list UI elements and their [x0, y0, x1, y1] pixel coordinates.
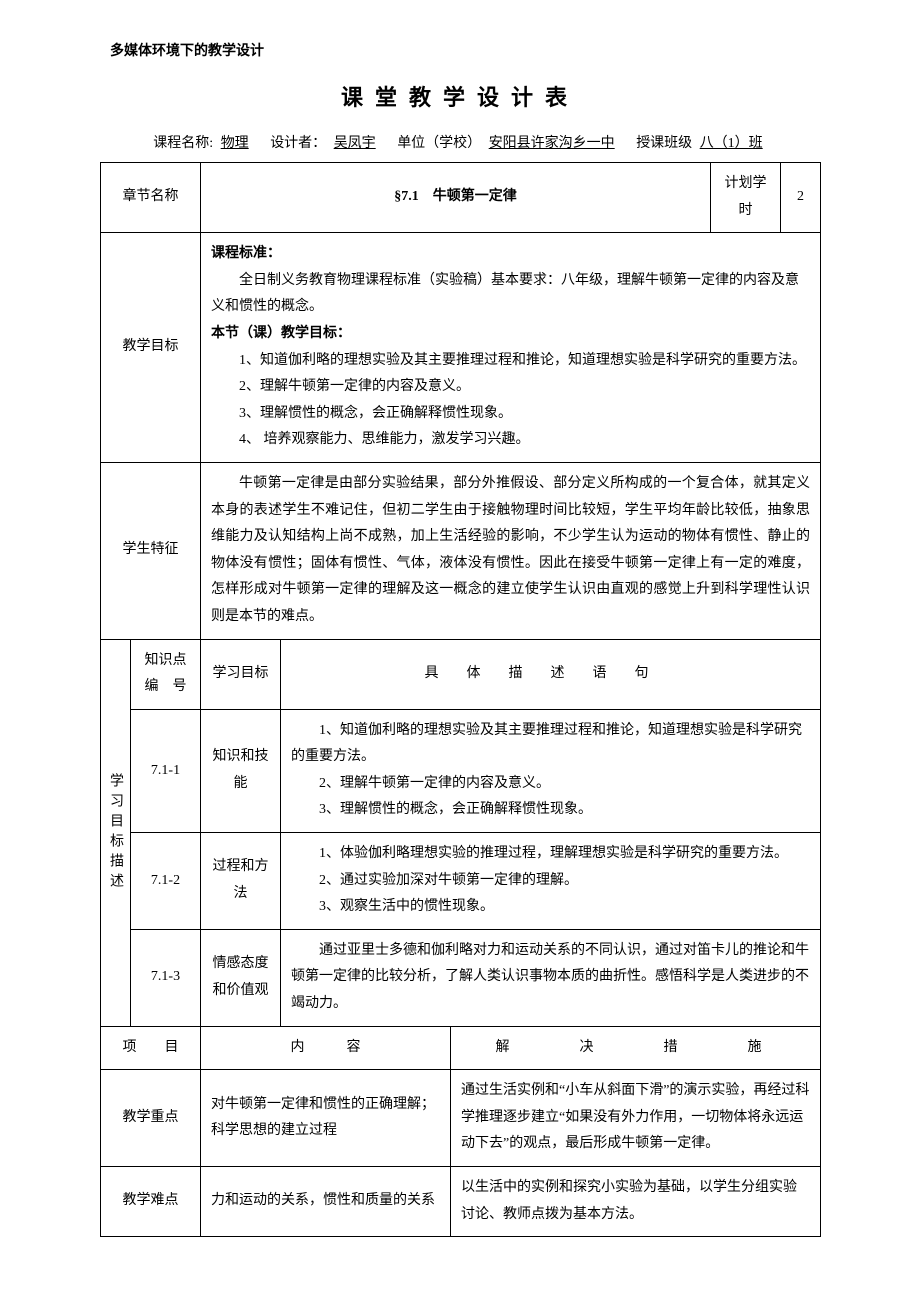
sec-goals-label: 本节（课）教学目标：	[211, 326, 351, 341]
page-title: 课堂教学设计表	[100, 80, 820, 112]
std-text: 全日制义务教育物理课程标准（实验稿）基本要求：八年级，理解牛顿第一定律的内容及意…	[211, 268, 810, 321]
chapter-title: §7.1 牛顿第一定律	[201, 163, 711, 233]
course-label: 课程名称:	[153, 136, 213, 151]
goal-item-1: 1、知道伽利略的理想实验及其主要推理过程和推论，知道理想实验是科学研究的重要方法…	[211, 348, 810, 375]
hours-value: 2	[781, 163, 821, 233]
key-measure: 通过生活实例和“小车从斜面下滑”的演示实验，再经过科学推理逐步建立“如果没有外力…	[451, 1070, 821, 1167]
obj3-desc: 通过亚里士多德和伽利略对力和运动关系的不同认识，通过对笛卡儿的推论和牛顿第一定律…	[281, 929, 821, 1026]
obj3-id: 7.1-3	[131, 929, 201, 1026]
obj3-line1: 通过亚里士多德和伽利略对力和运动关系的不同认识，通过对笛卡儿的推论和牛顿第一定律…	[291, 938, 810, 1018]
course-name: 物理	[217, 136, 253, 151]
design-table: 章节名称 §7.1 牛顿第一定律 计划学时 2 教学目标 课程标准： 全日制义务…	[100, 162, 821, 1237]
class-name: 八（1）班	[696, 136, 767, 151]
row-obj-3: 7.1-3 情感态度和价值观 通过亚里士多德和伽利略对力和运动关系的不同认识，通…	[101, 929, 821, 1026]
students-text: 牛顿第一定律是由部分实验结果，部分外推假设、部分定义所构成的一个复合体，就其定义…	[201, 462, 821, 639]
goals-body: 课程标准： 全日制义务教育物理课程标准（实验稿）基本要求：八年级，理解牛顿第一定…	[201, 233, 821, 463]
key-content: 对牛顿第一定律和惯性的正确理解；科学思想的建立过程	[201, 1070, 451, 1167]
goal-item-3: 3、理解惯性的概念，会正确解释惯性现象。	[211, 401, 810, 428]
row-goals: 教学目标 课程标准： 全日制义务教育物理课程标准（实验稿）基本要求：八年级，理解…	[101, 233, 821, 463]
kd-head-content: 内 容	[201, 1026, 451, 1070]
diff-label: 教学难点	[101, 1167, 201, 1237]
chapter-label: 章节名称	[101, 163, 201, 233]
row-obj-head: 学习目标描述 知识点编 号 学习目标 具体描述语句	[101, 639, 821, 709]
std-label: 课程标准：	[211, 246, 281, 261]
obj3-target: 情感态度和价值观	[201, 929, 281, 1026]
diff-content: 力和运动的关系，惯性和质量的关系	[201, 1167, 451, 1237]
class-label: 授课班级	[636, 136, 692, 151]
goal-item-2: 2、理解牛顿第一定律的内容及意义。	[211, 374, 810, 401]
doc-header: 多媒体环境下的教学设计	[110, 40, 820, 60]
obj1-target: 知识和技能	[201, 709, 281, 832]
row-obj-2: 7.1-2 过程和方法 1、体验伽利略理想实验的推理过程，理解理想实验是科学研究…	[101, 833, 821, 930]
obj2-line2: 2、通过实验加深对牛顿第一定律的理解。	[291, 868, 810, 895]
obj1-id: 7.1-1	[131, 709, 201, 832]
designer-label: 设计者：	[270, 136, 326, 151]
hours-label: 计划学时	[711, 163, 781, 233]
obj1-desc: 1、知道伽利略的理想实验及其主要推理过程和推论，知道理想实验是科学研究的重要方法…	[281, 709, 821, 832]
obj-side-label: 学习目标描述	[101, 639, 131, 1026]
obj2-line1: 1、体验伽利略理想实验的推理过程，理解理想实验是科学研究的重要方法。	[291, 841, 810, 868]
obj2-target: 过程和方法	[201, 833, 281, 930]
obj1-line1: 1、知道伽利略的理想实验及其主要推理过程和推论，知道理想实验是科学研究的重要方法…	[291, 718, 810, 771]
diff-measure: 以生活中的实例和探究小实验为基础，以学生分组实验讨论、教师点拨为基本方法。	[451, 1167, 821, 1237]
obj-head-id: 知识点编 号	[131, 639, 201, 709]
goal-item-4: 4、 培养观察能力、思维能力，激发学习兴趣。	[211, 427, 810, 454]
obj2-line3: 3、观察生活中的惯性现象。	[291, 894, 810, 921]
row-difficult: 教学难点 力和运动的关系，惯性和质量的关系 以生活中的实例和探究小实验为基础，以…	[101, 1167, 821, 1237]
obj-head-target: 学习目标	[201, 639, 281, 709]
obj2-desc: 1、体验伽利略理想实验的推理过程，理解理想实验是科学研究的重要方法。 2、通过实…	[281, 833, 821, 930]
obj-head-desc: 具体描述语句	[281, 639, 821, 709]
unit-name: 安阳县许家沟乡一中	[485, 136, 619, 151]
students-label: 学生特征	[101, 462, 201, 639]
row-students: 学生特征 牛顿第一定律是由部分实验结果，部分外推假设、部分定义所构成的一个复合体…	[101, 462, 821, 639]
row-chapter: 章节名称 §7.1 牛顿第一定律 计划学时 2	[101, 163, 821, 233]
goals-label: 教学目标	[101, 233, 201, 463]
obj-side-text: 学习目标描述	[103, 773, 128, 893]
meta-line: 课程名称: 物理 设计者： 吴凤宇 单位（学校） 安阳县许家沟乡一中 授课班级 …	[100, 132, 820, 152]
obj1-line3: 3、理解惯性的概念，会正确解释惯性现象。	[291, 797, 810, 824]
kd-head-measure: 解 决 措 施	[451, 1026, 821, 1070]
row-key: 教学重点 对牛顿第一定律和惯性的正确理解；科学思想的建立过程 通过生活实例和“小…	[101, 1070, 821, 1167]
row-kd-head: 项 目 内 容 解 决 措 施	[101, 1026, 821, 1070]
row-obj-1: 7.1-1 知识和技能 1、知道伽利略的理想实验及其主要推理过程和推论，知道理想…	[101, 709, 821, 832]
designer-name: 吴凤宇	[330, 136, 380, 151]
obj2-id: 7.1-2	[131, 833, 201, 930]
unit-label: 单位（学校）	[397, 136, 481, 151]
kd-head-item: 项 目	[101, 1026, 201, 1070]
obj1-line2: 2、理解牛顿第一定律的内容及意义。	[291, 771, 810, 798]
key-label: 教学重点	[101, 1070, 201, 1167]
